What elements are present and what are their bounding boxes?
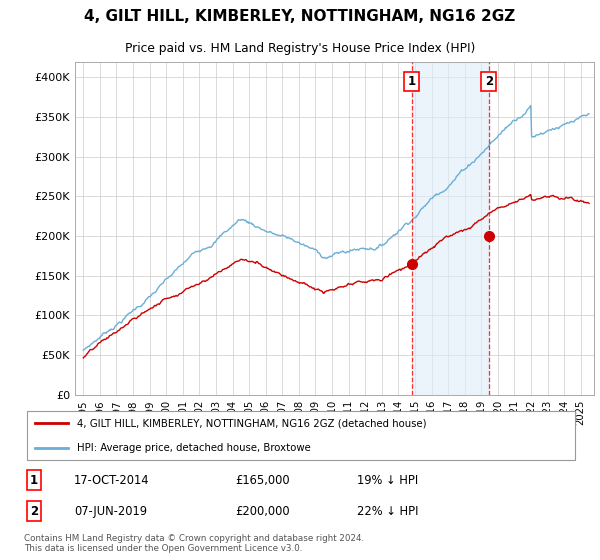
- Text: 4, GILT HILL, KIMBERLEY, NOTTINGHAM, NG16 2GZ (detached house): 4, GILT HILL, KIMBERLEY, NOTTINGHAM, NG1…: [77, 418, 427, 428]
- Text: £200,000: £200,000: [235, 505, 290, 517]
- Text: 2: 2: [485, 75, 493, 88]
- Text: 2: 2: [30, 505, 38, 517]
- Text: 07-JUN-2019: 07-JUN-2019: [74, 505, 147, 517]
- FancyBboxPatch shape: [27, 411, 575, 460]
- Text: 17-OCT-2014: 17-OCT-2014: [74, 474, 149, 487]
- Text: 22% ↓ HPI: 22% ↓ HPI: [357, 505, 419, 517]
- Text: Price paid vs. HM Land Registry's House Price Index (HPI): Price paid vs. HM Land Registry's House …: [125, 41, 475, 55]
- Text: HPI: Average price, detached house, Broxtowe: HPI: Average price, detached house, Brox…: [77, 442, 310, 452]
- Text: 1: 1: [30, 474, 38, 487]
- Text: £165,000: £165,000: [235, 474, 290, 487]
- Text: 1: 1: [407, 75, 416, 88]
- Text: 4, GILT HILL, KIMBERLEY, NOTTINGHAM, NG16 2GZ: 4, GILT HILL, KIMBERLEY, NOTTINGHAM, NG1…: [85, 9, 515, 24]
- Text: Contains HM Land Registry data © Crown copyright and database right 2024.
This d: Contains HM Land Registry data © Crown c…: [24, 534, 364, 553]
- Text: 19% ↓ HPI: 19% ↓ HPI: [357, 474, 418, 487]
